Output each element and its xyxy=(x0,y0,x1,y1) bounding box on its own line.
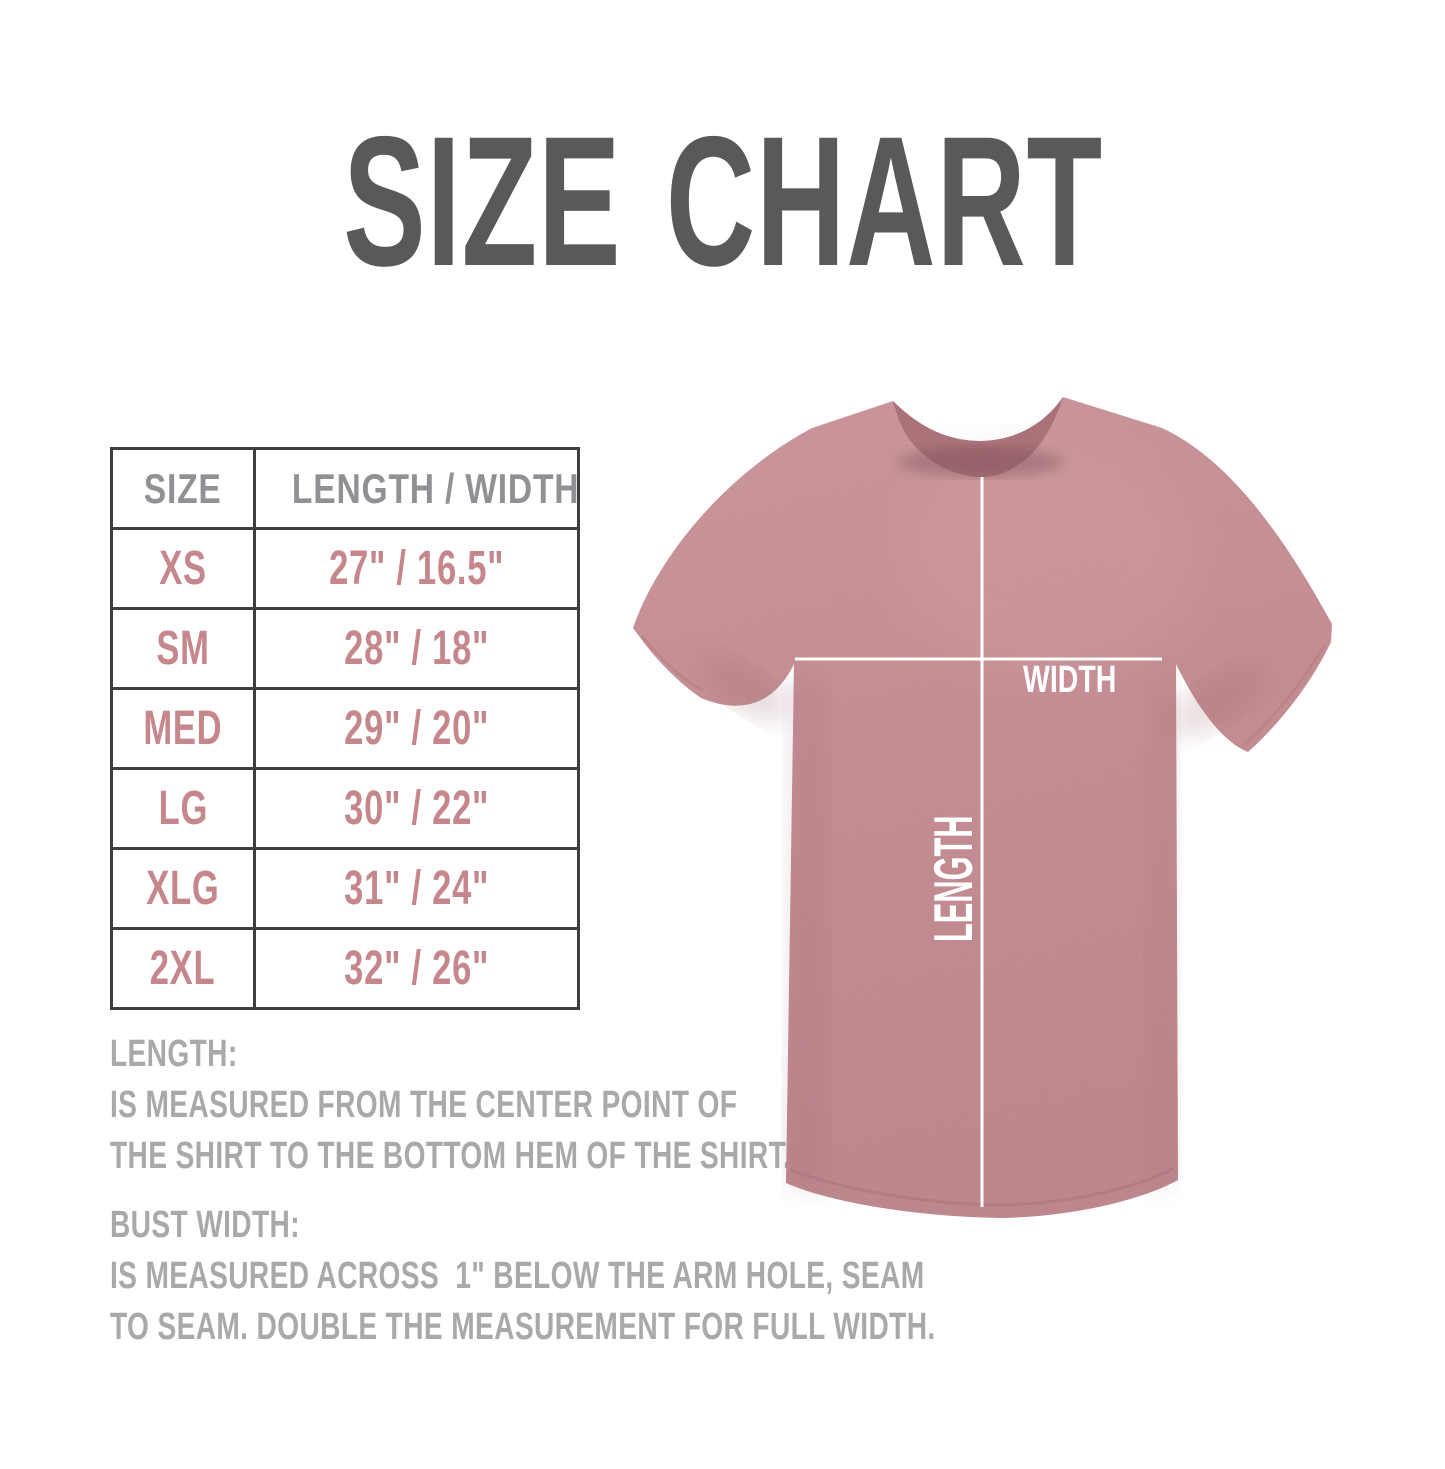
width-label: WIDTH xyxy=(1023,659,1116,701)
size-cell: 2XL xyxy=(110,927,256,1010)
note-bust-width-line: IS MEASURED ACROSS 1" BELOW THE ARM HOLE… xyxy=(110,1255,925,1297)
note-bust-width-heading: BUST WIDTH: xyxy=(110,1204,300,1246)
tshirt-diagram: WIDTH LENGTH xyxy=(633,397,1332,1218)
size-cell: SM xyxy=(110,607,256,690)
page-title: SIZE CHART xyxy=(0,110,1445,295)
measurement-cell: 30" / 22" xyxy=(253,767,580,850)
measurement-cell: 28" / 18" xyxy=(253,607,580,690)
table-row: 2XL 32" / 26" xyxy=(110,927,580,1010)
size-cell: XLG xyxy=(110,847,256,930)
measurement-cell: 29" / 20" xyxy=(253,687,580,770)
table-row: MED 29" / 20" xyxy=(110,687,580,770)
measurement-notes: LENGTH: IS MEASURED FROM THE CENTER POIN… xyxy=(110,1029,936,1353)
table-row: XS 27" / 16.5" xyxy=(110,527,580,610)
note-length: LENGTH: IS MEASURED FROM THE CENTER POIN… xyxy=(110,1029,792,1182)
table-header-row: SIZE LENGTH / WIDTH xyxy=(110,447,580,530)
note-length-heading: LENGTH: xyxy=(110,1033,238,1075)
table-row: LG 30" / 22" xyxy=(110,767,580,850)
size-cell: LG xyxy=(110,767,256,850)
table-row: SM 28" / 18" xyxy=(110,607,580,690)
measurement-cell: 32" / 26" xyxy=(253,927,580,1010)
size-cell: XS xyxy=(110,527,256,610)
note-length-line: THE SHIRT TO THE BOTTOM HEM OF THE SHIRT… xyxy=(110,1135,792,1177)
size-table: SIZE LENGTH / WIDTH XS 27" / 16.5" SM 28… xyxy=(110,447,580,1010)
note-bust-width-line: TO SEAM. DOUBLE THE MEASUREMENT FOR FULL… xyxy=(110,1306,936,1348)
measurement-cell: 27" / 16.5" xyxy=(253,527,580,610)
table-row: XLG 31" / 24" xyxy=(110,847,580,930)
size-cell: MED xyxy=(110,687,256,770)
note-length-line: IS MEASURED FROM THE CENTER POINT OF xyxy=(110,1084,738,1126)
length-label: LENGTH xyxy=(924,815,984,942)
page-title-text: SIZE CHART xyxy=(342,99,1103,305)
measurement-cell: 31" / 24" xyxy=(253,847,580,930)
table-header-size: SIZE xyxy=(110,447,256,530)
table-header-measure: LENGTH / WIDTH xyxy=(253,447,580,530)
note-bust-width: BUST WIDTH: IS MEASURED ACROSS 1" BELOW … xyxy=(110,1200,936,1353)
